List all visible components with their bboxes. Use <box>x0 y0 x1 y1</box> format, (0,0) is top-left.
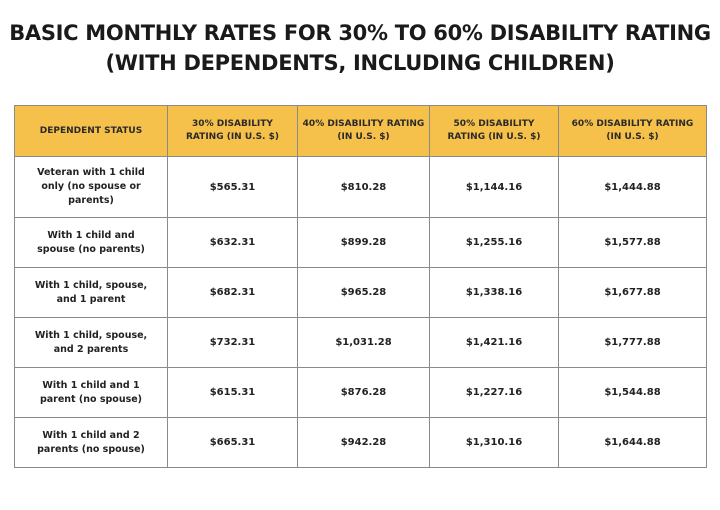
page-title: BASIC MONTHLY RATES FOR 30% TO 60% DISAB… <box>0 18 720 78</box>
rate-40-cell: $942.28 <box>297 417 430 468</box>
rate-50-cell: $1,421.16 <box>429 317 559 368</box>
rate-50-cell: $1,338.16 <box>429 267 559 318</box>
rate-30-cell: $565.31 <box>167 156 298 218</box>
rate-30-cell: $615.31 <box>167 367 298 418</box>
rates-table: DEPENDENT STATUS 30% DISABILITY RATING (… <box>14 105 707 468</box>
rate-50-cell: $1,227.16 <box>429 367 559 418</box>
column-header-30-percent: 30% DISABILITY RATING (IN U.S. $) <box>167 105 298 157</box>
table-row: With 1 child, spouse, and 1 parent $682.… <box>14 267 707 318</box>
rate-60-cell: $1,577.88 <box>558 217 707 268</box>
rate-60-cell: $1,544.88 <box>558 367 707 418</box>
rate-50-cell: $1,255.16 <box>429 217 559 268</box>
dependent-status-cell: Veteran with 1 child only (no spouse or … <box>14 156 168 218</box>
column-header-60-percent: 60% DISABILITY RATING (IN U.S. $) <box>558 105 707 157</box>
rate-60-cell: $1,644.88 <box>558 417 707 468</box>
table-row: With 1 child and 1 parent (no spouse) $6… <box>14 367 707 418</box>
column-header-dependent-status: DEPENDENT STATUS <box>14 105 168 157</box>
dependent-status-cell: With 1 child, spouse, and 1 parent <box>14 267 168 318</box>
rate-40-cell: $876.28 <box>297 367 430 418</box>
column-header-40-percent: 40% DISABILITY RATING (IN U.S. $) <box>297 105 430 157</box>
column-header-50-percent: 50% DISABILITY RATING (IN U.S. $) <box>429 105 559 157</box>
dependent-status-cell: With 1 child and 1 parent (no spouse) <box>14 367 168 418</box>
rate-50-cell: $1,144.16 <box>429 156 559 218</box>
table-row: With 1 child and spouse (no parents) $63… <box>14 217 707 268</box>
dependent-status-cell: With 1 child, spouse, and 2 parents <box>14 317 168 368</box>
rate-40-cell: $810.28 <box>297 156 430 218</box>
rate-40-cell: $1,031.28 <box>297 317 430 368</box>
rate-40-cell: $965.28 <box>297 267 430 318</box>
dependent-status-cell: With 1 child and spouse (no parents) <box>14 217 168 268</box>
rate-50-cell: $1,310.16 <box>429 417 559 468</box>
rate-30-cell: $665.31 <box>167 417 298 468</box>
table-row: Veteran with 1 child only (no spouse or … <box>14 156 707 218</box>
rate-60-cell: $1,777.88 <box>558 317 707 368</box>
rate-60-cell: $1,444.88 <box>558 156 707 218</box>
rate-40-cell: $899.28 <box>297 217 430 268</box>
table-row: With 1 child and 2 parents (no spouse) $… <box>14 417 707 468</box>
title-line-1: BASIC MONTHLY RATES FOR 30% TO 60% DISAB… <box>9 21 711 45</box>
dependent-status-cell: With 1 child and 2 parents (no spouse) <box>14 417 168 468</box>
table-row: With 1 child, spouse, and 2 parents $732… <box>14 317 707 368</box>
rate-30-cell: $732.31 <box>167 317 298 368</box>
rate-30-cell: $682.31 <box>167 267 298 318</box>
rate-60-cell: $1,677.88 <box>558 267 707 318</box>
title-line-2: (WITH DEPENDENTS, INCLUDING CHILDREN) <box>105 51 615 75</box>
rate-30-cell: $632.31 <box>167 217 298 268</box>
table-header-row: DEPENDENT STATUS 30% DISABILITY RATING (… <box>14 105 707 157</box>
